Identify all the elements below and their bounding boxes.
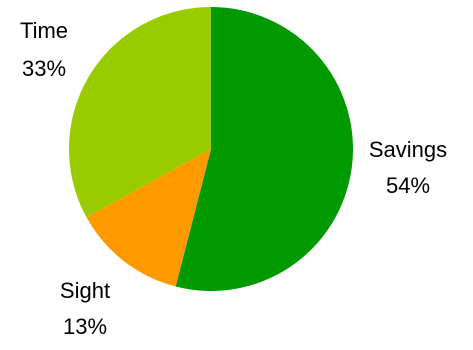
slice-value-label-sight: 13% bbox=[63, 314, 107, 339]
pie-slices bbox=[68, 7, 353, 291]
slice-label-time: Time bbox=[20, 18, 68, 43]
slice-label-savings: Savings bbox=[369, 137, 447, 162]
pie-slice-savings bbox=[175, 7, 353, 291]
slice-value-label-savings: 54% bbox=[386, 173, 430, 198]
pie-slice-time bbox=[68, 7, 211, 218]
pie-slice-sight bbox=[86, 149, 211, 287]
pie-labels: Savings 54% Sight 13% Time 33% bbox=[20, 18, 447, 339]
slice-label-sight: Sight bbox=[60, 278, 110, 303]
slice-value-label-time: 33% bbox=[22, 56, 66, 81]
